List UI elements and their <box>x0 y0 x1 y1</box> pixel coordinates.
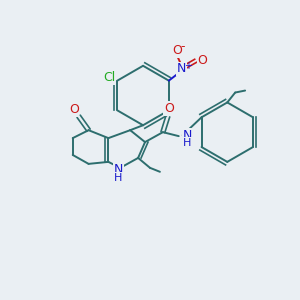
Text: H: H <box>183 138 191 148</box>
Text: O: O <box>164 102 174 115</box>
Text: -: - <box>180 40 185 53</box>
Text: Cl: Cl <box>103 71 116 84</box>
Text: N: N <box>183 129 192 142</box>
Text: N: N <box>114 163 123 176</box>
Text: N: N <box>177 62 186 75</box>
Text: O: O <box>69 103 79 116</box>
Text: O: O <box>198 54 207 67</box>
Text: +: + <box>184 61 192 71</box>
Text: O: O <box>172 44 182 57</box>
Text: H: H <box>114 173 122 183</box>
